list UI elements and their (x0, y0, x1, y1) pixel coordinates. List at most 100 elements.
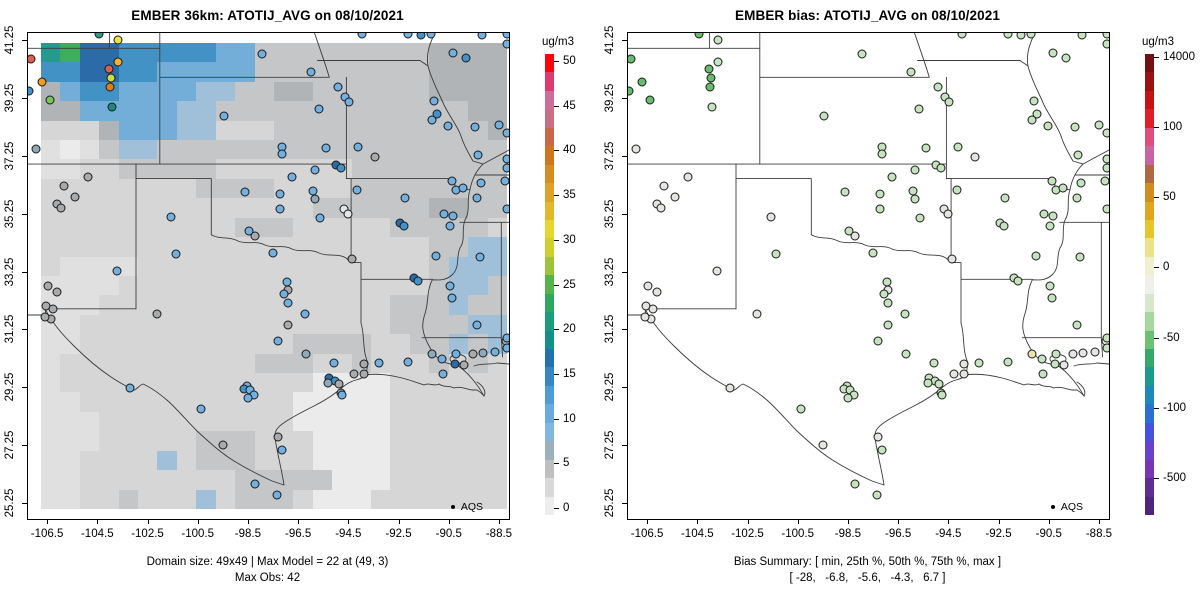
x-tick-label: -94.5 (935, 528, 962, 540)
raster-cell (254, 450, 274, 471)
raster-cell (196, 489, 216, 509)
station-dot (906, 67, 916, 77)
raster-cell (215, 450, 236, 471)
x-tick-mark (398, 519, 400, 524)
raster-cell (99, 431, 119, 451)
raster-cell (429, 411, 449, 432)
raster-cell (99, 178, 119, 199)
station-dot (1078, 348, 1088, 358)
station-dot (1050, 359, 1060, 369)
raster-cell (60, 140, 80, 160)
raster-cell (118, 217, 139, 238)
station-dot (323, 378, 333, 388)
y-tick-label: 25.25 (604, 488, 616, 518)
colorbar-tick-mark (554, 150, 559, 152)
colorbar-tick-label: 45 (563, 99, 576, 112)
colorbar-tick-label: 35 (563, 189, 576, 202)
x-tick-mark (847, 519, 849, 524)
station-dot (840, 187, 850, 197)
raster-cell (138, 411, 158, 432)
colorbar-segment (1145, 109, 1154, 128)
raster-cell (60, 314, 80, 335)
station-dot (1038, 369, 1048, 379)
raster-cell (371, 101, 391, 121)
station-dot (656, 203, 666, 213)
station-dot (936, 163, 946, 173)
raster-cell (312, 431, 333, 451)
raster-cell (273, 392, 294, 412)
raster-cell (390, 81, 410, 102)
raster-cell (409, 392, 430, 412)
raster-cell (448, 159, 469, 179)
raster-cell (60, 81, 80, 102)
station-dot (502, 39, 509, 49)
station-dot (461, 53, 471, 63)
raster-cell (176, 392, 197, 412)
raster-cell (176, 237, 197, 257)
station-dot (490, 347, 500, 357)
raster-cell (60, 411, 80, 432)
raster-cell (157, 256, 177, 276)
raster-cell (99, 120, 119, 141)
raster-cell (215, 295, 236, 315)
station-dot (705, 82, 715, 92)
station-dot (56, 203, 66, 213)
raster-cell (390, 120, 410, 141)
colorbar-tick-mark (1154, 337, 1159, 339)
raster-cell (390, 237, 410, 257)
station-dot (1077, 33, 1087, 40)
station-dot (1047, 293, 1057, 303)
colorbar-segment (1145, 385, 1154, 405)
raster-cell (41, 392, 61, 412)
raster-cell (409, 314, 430, 335)
station-dot (818, 440, 828, 450)
colorbar-segment (545, 146, 554, 165)
raster-cell (468, 411, 488, 432)
station-dot (336, 163, 346, 173)
raster-cell (293, 392, 313, 412)
raster-cell (254, 431, 274, 451)
raster-cell (487, 450, 507, 471)
station-dot (59, 181, 69, 191)
raster-cell (293, 334, 313, 354)
raster-cell (429, 62, 449, 82)
raster-cell (41, 334, 61, 354)
station-dot (83, 172, 93, 182)
raster-cell (79, 392, 100, 412)
raster-cell (332, 334, 352, 354)
colorbar-tick-mark (554, 373, 559, 375)
y-tick-mark (622, 97, 627, 99)
raster-cell (138, 373, 158, 393)
station-dot (250, 231, 260, 241)
raster-cell (487, 81, 507, 102)
raster-cell (215, 237, 236, 257)
station-dot (429, 96, 439, 106)
raster-cell (468, 62, 488, 82)
station-dot (873, 432, 883, 442)
colorbar-tick-label: 14000 (1163, 51, 1195, 64)
x-tick-label: -106.5 (30, 528, 64, 540)
station-dot (427, 115, 437, 125)
raster-cell (176, 373, 197, 393)
station-dot (959, 359, 969, 369)
station-dot (1032, 109, 1042, 119)
y-tick-mark (22, 329, 27, 331)
station-dot (670, 192, 680, 202)
station-dot (344, 97, 354, 107)
station-dot (502, 333, 509, 343)
station-dot (370, 152, 380, 162)
raster-cell (312, 81, 333, 102)
station-dot (477, 33, 487, 40)
x-tick-mark (948, 519, 950, 524)
raster-cell (371, 295, 391, 315)
raster-cell (487, 411, 507, 432)
colorbar-segment (545, 219, 554, 239)
raster-cell (468, 450, 488, 471)
x-tick-label: -98.5 (234, 528, 262, 540)
raster-cell (157, 489, 177, 509)
raster-cell (41, 470, 61, 490)
raster-cell (293, 198, 313, 218)
aqs-legend-label: AQS (1060, 501, 1083, 513)
raster-cell (468, 431, 488, 451)
colorbar-tick-label: -50 (1163, 331, 1180, 344)
